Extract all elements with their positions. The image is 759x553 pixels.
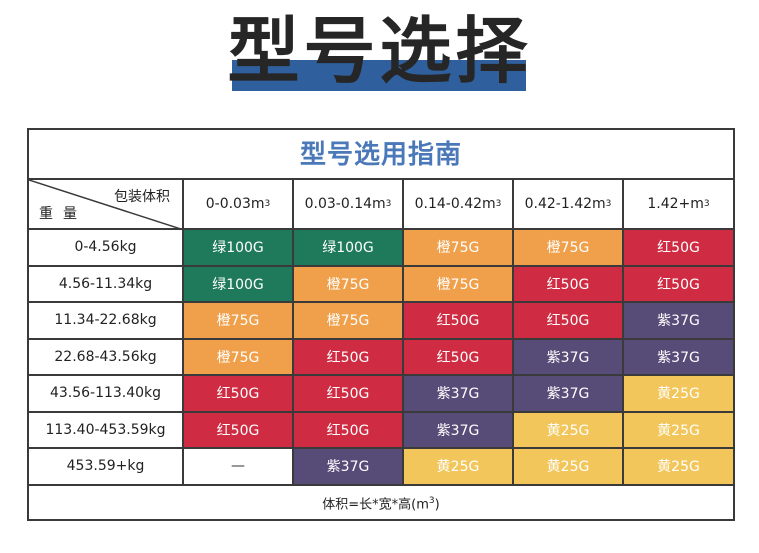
table-header-row: 包装体积 重量 0-0.03m 3 0.03-0.14m 3 0.14-0.42m 3… — [29, 180, 733, 230]
table-grid: 包装体积 重量 0-0.03m 3 0.03-0.14m 3 0.14-0.42m 3… — [29, 180, 733, 486]
model-guide-table: 型号选用指南 包装体积 重量 0-0.03m 3 0.03-0.14m 3 0.14… — [27, 128, 735, 521]
weight-range-cell: 11.34-22.68kg — [29, 303, 184, 338]
table-row: 0-4.56kg 绿100G 绿100G 橙75G 橙75G 红50G — [29, 230, 733, 267]
model-cell: 橙75G — [514, 230, 624, 265]
weight-axis-label: 重量 — [39, 206, 87, 222]
model-cell: 红50G — [514, 266, 624, 301]
model-cell: 红50G — [404, 303, 514, 338]
model-cell: 黄25G — [514, 412, 624, 447]
model-cell: 黄25G — [624, 376, 733, 411]
model-cell: 橙75G — [404, 266, 514, 301]
weight-range-cell: 4.56-11.34kg — [29, 266, 184, 301]
weight-range-cell: 0-4.56kg — [29, 230, 184, 265]
model-cell: 绿100G — [294, 230, 404, 265]
model-cell: 绿100G — [184, 230, 294, 265]
corner-header-cell: 包装体积 重量 — [29, 180, 184, 230]
model-cell: 橙75G — [294, 266, 404, 301]
table-row: 22.68-43.56kg 橙75G 红50G 红50G 紫37G 紫37G — [29, 339, 733, 376]
model-cell: 橙75G — [404, 230, 514, 265]
weight-range-cell: 113.40-453.59kg — [29, 412, 184, 447]
weight-range-cell: 22.68-43.56kg — [29, 339, 184, 374]
page-title: 型号选择 — [227, 9, 532, 93]
model-cell: 红50G — [624, 230, 733, 265]
column-header: 0-0.03m 3 — [184, 180, 294, 228]
model-cell: 橙75G — [294, 303, 404, 338]
corner-diagonal-line — [29, 180, 184, 230]
model-cell: 紫37G — [624, 303, 733, 338]
model-cell: 黄25G — [404, 449, 514, 484]
table-row: 453.59+kg — 紫37G 黄25G 黄25G 黄25G — [29, 449, 733, 486]
model-cell: 紫37G — [404, 376, 514, 411]
volume-axis-label: 包装体积 — [114, 189, 170, 205]
table-row: 4.56-11.34kg 绿100G 橙75G 橙75G 红50G 红50G — [29, 266, 733, 303]
model-cell: 橙75G — [184, 339, 294, 374]
weight-range-cell: 43.56-113.40kg — [29, 376, 184, 411]
model-cell: 红50G — [184, 412, 294, 447]
model-cell: 红50G — [294, 376, 404, 411]
table-row: 43.56-113.40kg 红50G 红50G 紫37G 紫37G 黄25G — [29, 376, 733, 413]
column-header: 0.03-0.14m 3 — [294, 180, 404, 228]
model-cell: 紫37G — [404, 412, 514, 447]
model-cell: 紫37G — [294, 449, 404, 484]
table-row: 11.34-22.68kg 橙75G 橙75G 红50G 红50G 紫37G — [29, 303, 733, 340]
model-cell: 黄25G — [624, 412, 733, 447]
weight-range-cell: 453.59+kg — [29, 449, 184, 484]
model-cell: 黄25G — [624, 449, 733, 484]
column-header: 0.42-1.42m 3 — [514, 180, 624, 228]
model-cell: 红50G — [184, 376, 294, 411]
model-cell: — — [184, 449, 294, 484]
table-title: 型号选用指南 — [29, 130, 733, 180]
heading-underline-bar — [232, 60, 526, 91]
model-cell: 黄25G — [514, 449, 624, 484]
model-cell: 红50G — [294, 339, 404, 374]
column-header: 0.14-0.42m 3 — [404, 180, 514, 228]
volume-formula-note: 体积=长*宽*高(m3) — [322, 496, 440, 513]
model-cell: 红50G — [294, 412, 404, 447]
model-cell: 橙75G — [184, 303, 294, 338]
model-cell: 红50G — [624, 266, 733, 301]
model-cell: 绿100G — [184, 266, 294, 301]
model-cell: 红50G — [514, 303, 624, 338]
table-row: 113.40-453.59kg 红50G 红50G 紫37G 黄25G 黄25G — [29, 412, 733, 449]
model-cell: 紫37G — [624, 339, 733, 374]
column-header: 1.42+m 3 — [647, 196, 710, 212]
model-cell: 紫37G — [514, 376, 624, 411]
model-cell: 红50G — [404, 339, 514, 374]
model-cell: 紫37G — [514, 339, 624, 374]
page-heading: 型号选择 — [0, 0, 759, 110]
